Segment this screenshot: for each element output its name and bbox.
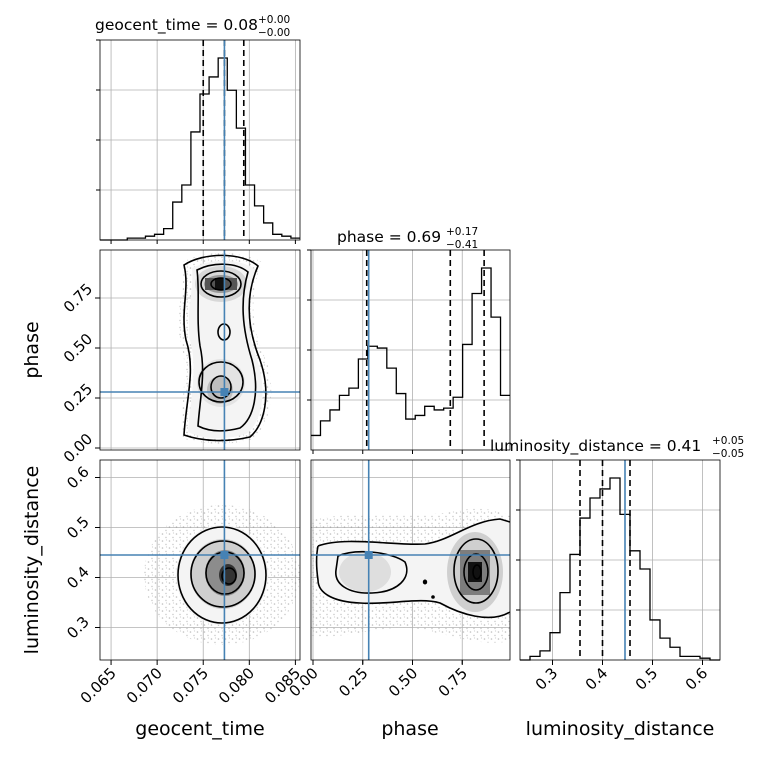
contour [196,263,257,432]
contour [200,270,242,298]
panel-2d-geocent-time-phase [99,249,301,451]
y-tick-label: 0.50 [60,330,96,366]
histogram-luminosity-distance [520,477,720,661]
panel-2d-geocent-time-luminosity-distance [99,459,301,661]
title-luminosity-distance: luminosity_distance = 0.41 +0.05 −0.05 [490,435,744,460]
x-tick-label: 0.070 [123,664,166,707]
grid-hist-phase [311,250,510,450]
contour [210,277,232,291]
contour [221,567,237,585]
x-axis-label-luminosity-distance: luminosity_distance [526,718,715,740]
title-text: luminosity_distance = 0.41 [490,437,701,456]
x-tick-label: 0.75 [435,664,471,700]
y-tick-label: 0.00 [60,430,96,466]
panel-hist-geocent-time: geocent_time = 0.08 +0.00 −0.00 [95,14,301,241]
x-axis-label-phase: phase [381,718,438,740]
density-fill [215,278,225,290]
title-sup: +0.00 [258,14,290,26]
x-tick-label: 0.080 [215,664,258,707]
density-fill [339,552,391,592]
x-axis-label-geocent-time: geocent_time [135,718,264,740]
title-text: geocent_time = 0.08 [95,16,258,35]
title-sub: −0.41 [446,239,478,251]
y-axis-label-phase: phase [21,321,43,378]
title-sub: −0.05 [712,448,744,460]
panel-hist-luminosity-distance: luminosity_distance = 0.41 +0.05 −0.05 [490,435,744,661]
histogram-phase [311,267,510,437]
truth-marker [220,551,229,559]
x-tick-label: 0.50 [385,664,421,700]
truth-marker [364,551,373,559]
contour [463,553,489,591]
truth-marker [220,388,229,396]
x-tick-label: 0.065 [77,664,120,707]
grid-hist-geocent-time [100,40,300,240]
contour [431,595,435,599]
title-sup: +0.05 [712,435,744,447]
contour [472,564,482,580]
contour [183,254,267,442]
histogram-geocent-time [100,57,300,241]
x-tick-label: 0.4 [582,664,612,694]
title-text: phase = 0.69 [337,228,441,246]
title-geocent-time: geocent_time = 0.08 +0.00 −0.00 [95,14,290,39]
x-tick-label: 0.075 [169,664,212,707]
title-phase: phase = 0.69 +0.17 −0.41 [337,226,478,251]
contour [210,375,232,399]
y-tick-label: 0.3 [63,613,93,643]
density-fill [468,562,482,582]
panel-2d-phase-luminosity-distance [310,459,511,661]
panel-hist-phase: phase = 0.69 +0.17 −0.41 [310,226,511,451]
contour [177,526,267,624]
y-tick-label: 0.5 [63,513,93,543]
contour [315,518,510,619]
contour [190,540,256,608]
x-tick-label: 0.5 [632,664,662,694]
y-tick-label: 0.4 [63,563,93,593]
contour [198,361,244,403]
y-axis-label-luminosity-distance: luminosity_distance [21,466,43,655]
title-sub: −0.00 [258,27,290,39]
title-sup: +0.17 [446,226,478,238]
contour [453,538,499,604]
contour [422,579,428,585]
x-tick-label: 0.25 [335,664,371,700]
y-tick-label: 0.75 [60,280,96,316]
y-tick-label: 0.6 [63,463,93,493]
x-tick-label: 0.6 [682,664,712,694]
y-tick-label: 0.25 [60,380,96,416]
x-tick-label: 0.3 [532,664,562,694]
